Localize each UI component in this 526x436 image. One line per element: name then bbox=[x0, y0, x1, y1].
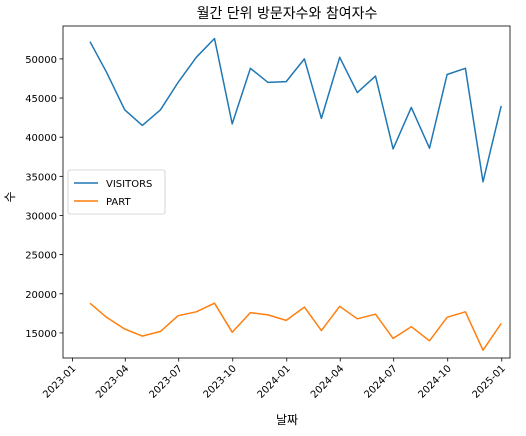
x-tick-label: 2024-10 bbox=[417, 363, 454, 400]
y-tick-label: 40000 bbox=[25, 133, 57, 144]
legend: VISITORS PART bbox=[67, 169, 166, 215]
y-tick-label: 20000 bbox=[25, 290, 57, 301]
y-tick-label: 15000 bbox=[25, 329, 57, 340]
x-tick-label: 2023-07 bbox=[148, 363, 185, 400]
y-tick-label: 35000 bbox=[25, 172, 57, 183]
x-tick-label: 2025-01 bbox=[471, 363, 508, 400]
y-tick-label: 45000 bbox=[25, 94, 57, 105]
x-tick-label: 2023-10 bbox=[202, 363, 239, 400]
x-tick-label: 2024-04 bbox=[309, 363, 346, 400]
series-lines bbox=[89, 37, 502, 351]
x-tick-label: 2023-04 bbox=[94, 363, 131, 400]
x-tick-label: 2023-01 bbox=[41, 363, 78, 400]
series-line-visitors bbox=[89, 37, 502, 183]
chart-title: 월간 단위 방문자수와 참여자수 bbox=[197, 6, 378, 22]
series-line-part bbox=[89, 302, 502, 351]
legend-box bbox=[67, 169, 166, 215]
legend-label-visitors: VISITORS bbox=[106, 179, 152, 190]
x-tick-label: 2024-01 bbox=[256, 363, 293, 400]
legend-label-part: PART bbox=[106, 197, 131, 208]
y-tick-label: 30000 bbox=[25, 211, 57, 222]
y-axis-label: 수 bbox=[3, 191, 17, 202]
x-axis-label: 날짜 bbox=[276, 413, 298, 427]
y-tick-label: 50000 bbox=[25, 55, 57, 66]
y-tick-label: 25000 bbox=[25, 251, 57, 262]
x-tick-label: 2024-07 bbox=[362, 363, 399, 400]
